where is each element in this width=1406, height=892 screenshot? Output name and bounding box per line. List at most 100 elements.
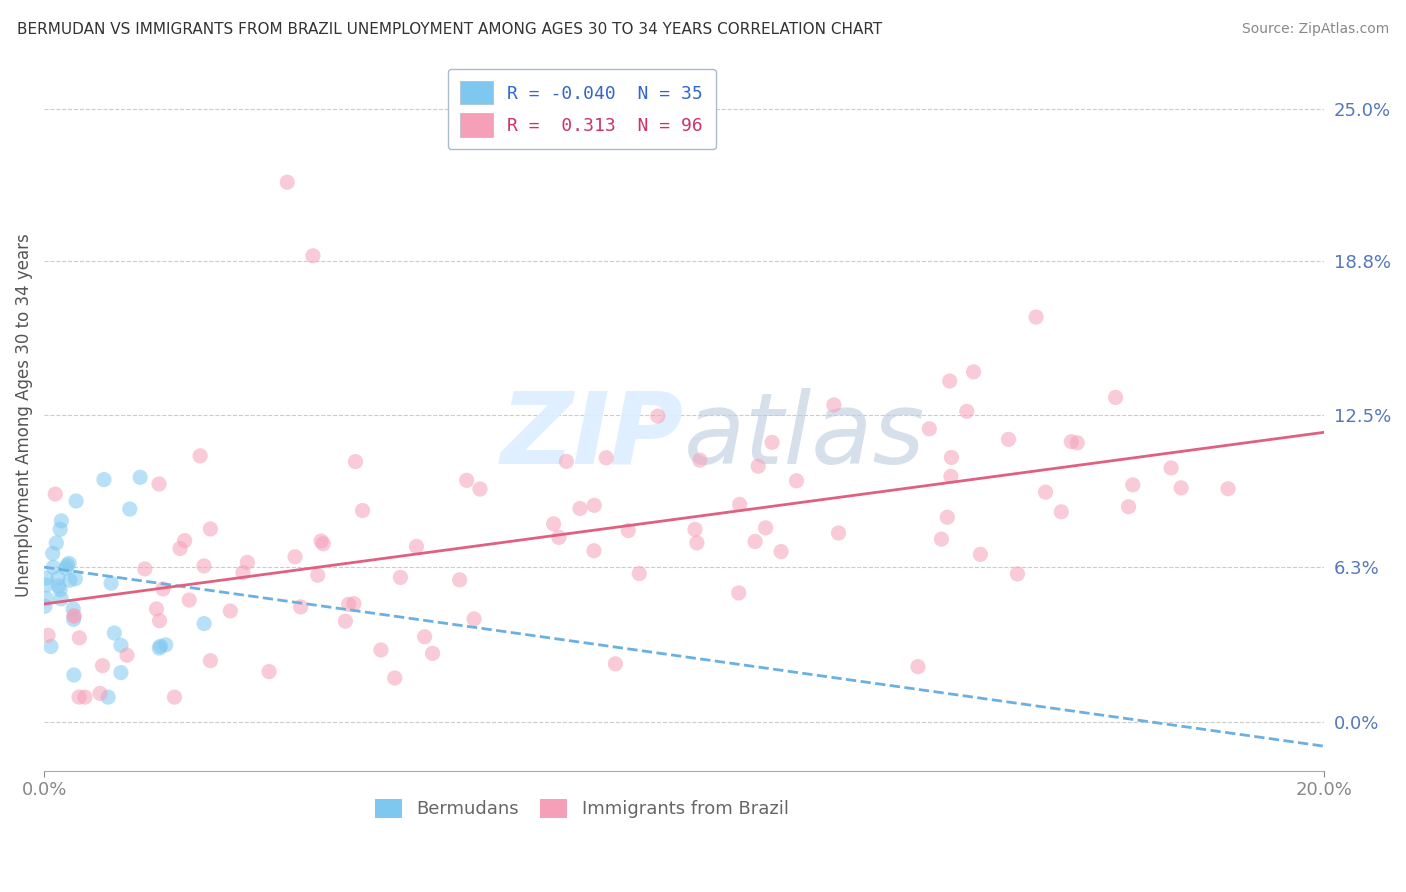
Point [51, 514, 73, 528]
Point [337, 598, 360, 612]
Point [744, 534, 766, 549]
Point [747, 459, 769, 474]
Point [110, 638, 132, 652]
Point [595, 450, 617, 465]
Point [969, 547, 991, 561]
Point [145, 602, 167, 616]
Point [63, 668, 86, 682]
Point [115, 648, 138, 663]
Point [936, 510, 959, 524]
Point [232, 566, 254, 580]
Point [405, 540, 427, 554]
Point [34, 599, 56, 614]
Point [290, 599, 312, 614]
Point [152, 582, 174, 596]
Point [1216, 482, 1239, 496]
Point [284, 549, 307, 564]
Text: ZIP: ZIP [501, 388, 685, 485]
Point [755, 521, 778, 535]
Point [605, 657, 627, 671]
Point [370, 643, 392, 657]
Point [312, 537, 335, 551]
Point [62, 612, 84, 626]
Point [728, 497, 751, 511]
Point [236, 555, 259, 569]
Point [384, 671, 406, 685]
Point [918, 422, 941, 436]
Point [827, 526, 849, 541]
Point [73, 690, 96, 705]
Point [118, 502, 141, 516]
Point [689, 453, 711, 467]
Point [59, 574, 82, 588]
Point [1035, 485, 1057, 500]
Point [956, 404, 979, 418]
Point [148, 614, 170, 628]
Legend: Bermudans, Immigrants from Brazil: Bermudans, Immigrants from Brazil [367, 792, 796, 826]
Point [149, 640, 172, 654]
Point [582, 543, 605, 558]
Point [1122, 478, 1144, 492]
Point [1104, 391, 1126, 405]
Point [543, 516, 565, 531]
Point [56, 558, 79, 572]
Point [55, 561, 77, 575]
Point [63, 609, 86, 624]
Point [35, 591, 58, 606]
Point [129, 470, 152, 484]
Point [188, 449, 211, 463]
Point [49, 591, 72, 606]
Point [309, 534, 332, 549]
Point [193, 558, 215, 573]
Point [449, 573, 471, 587]
Point [1118, 500, 1140, 514]
Point [823, 398, 845, 412]
Point [65, 494, 87, 508]
Point [100, 576, 122, 591]
Point [548, 530, 571, 544]
Point [413, 630, 436, 644]
Point [155, 638, 177, 652]
Point [938, 374, 960, 388]
Point [67, 690, 90, 705]
Point [58, 557, 80, 571]
Point [555, 454, 578, 468]
Point [389, 570, 412, 584]
Point [200, 654, 222, 668]
Point [89, 686, 111, 700]
Point [97, 690, 120, 705]
Text: Source: ZipAtlas.com: Source: ZipAtlas.com [1241, 22, 1389, 37]
Point [42, 560, 65, 574]
Point [785, 474, 807, 488]
Point [103, 626, 125, 640]
Text: BERMUDAN VS IMMIGRANTS FROM BRAZIL UNEMPLOYMENT AMONG AGES 30 TO 34 YEARS CORREL: BERMUDAN VS IMMIGRANTS FROM BRAZIL UNEMP… [17, 22, 882, 37]
Point [335, 614, 357, 628]
Point [200, 522, 222, 536]
Point [1060, 434, 1083, 449]
Point [686, 536, 709, 550]
Point [1170, 481, 1192, 495]
Point [48, 579, 70, 593]
Point [45, 536, 67, 550]
Point [468, 482, 491, 496]
Text: atlas: atlas [685, 388, 925, 485]
Point [997, 433, 1019, 447]
Point [463, 612, 485, 626]
Point [49, 582, 72, 597]
Point [37, 628, 59, 642]
Point [456, 473, 478, 487]
Point [939, 469, 962, 483]
Point [35, 578, 58, 592]
Point [761, 435, 783, 450]
Point [1007, 566, 1029, 581]
Point [727, 586, 749, 600]
Point [134, 562, 156, 576]
Point [39, 640, 62, 654]
Point [962, 365, 984, 379]
Point [583, 499, 606, 513]
Point [63, 609, 86, 624]
Point [352, 503, 374, 517]
Point [49, 522, 72, 536]
Point [302, 249, 325, 263]
Point [1160, 461, 1182, 475]
